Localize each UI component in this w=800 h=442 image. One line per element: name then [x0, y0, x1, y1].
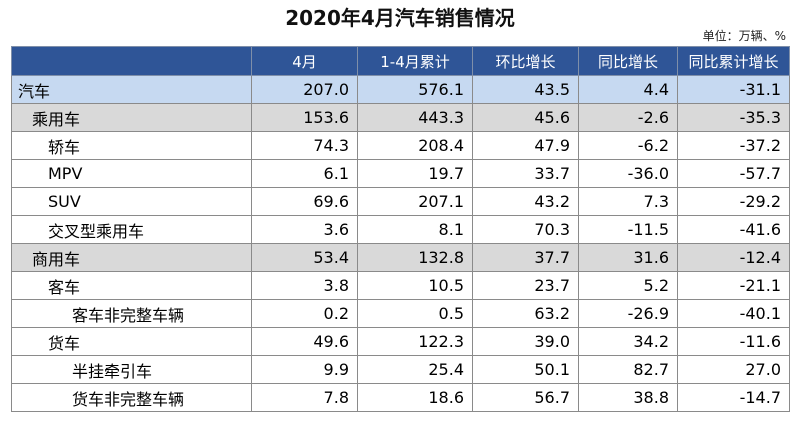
table-row: 汽车 207.0 576.1 43.5 4.4 -31.1 — [11, 75, 790, 104]
header-cell-yoy-cumulative-growth: 同比累计增长 — [677, 46, 790, 76]
april-value: 153.6 — [251, 103, 358, 132]
yoy-growth-value: -36.0 — [578, 159, 678, 188]
cumulative-value: 8.1 — [357, 215, 473, 244]
row-label: 汽车 — [11, 75, 252, 104]
yoy-cumulative-growth-value: -12.4 — [677, 243, 790, 272]
cumulative-value: 18.6 — [357, 383, 473, 412]
row-label: SUV — [11, 187, 252, 216]
mom-growth-value: 45.6 — [472, 103, 579, 132]
cumulative-value: 25.4 — [357, 355, 473, 384]
table-row: SUV 69.6 207.1 43.2 7.3 -29.2 — [11, 187, 790, 216]
table-row: MPV 6.1 19.7 33.7 -36.0 -57.7 — [11, 159, 790, 188]
table-row: 货车 49.6 122.3 39.0 34.2 -11.6 — [11, 327, 790, 356]
yoy-cumulative-growth-value: -14.7 — [677, 383, 790, 412]
mom-growth-value: 70.3 — [472, 215, 579, 244]
header-cell-jan-apr-cumulative: 1-4月累计 — [357, 46, 473, 76]
april-value: 9.9 — [251, 355, 358, 384]
yoy-cumulative-growth-value: -21.1 — [677, 271, 790, 300]
header-cell-yoy-growth: 同比增长 — [578, 46, 678, 76]
table-row: 轿车 74.3 208.4 47.9 -6.2 -37.2 — [11, 131, 790, 160]
table-row: 乘用车 153.6 443.3 45.6 -2.6 -35.3 — [11, 103, 790, 132]
cumulative-value: 443.3 — [357, 103, 473, 132]
yoy-cumulative-growth-value: -37.2 — [677, 131, 790, 160]
row-label: MPV — [11, 159, 252, 188]
row-label: 客车非完整车辆 — [11, 299, 252, 328]
header-cell-category — [11, 46, 252, 76]
table-row: 客车非完整车辆 0.2 0.5 63.2 -26.9 -40.1 — [11, 299, 790, 328]
mom-growth-value: 23.7 — [472, 271, 579, 300]
cumulative-value: 19.7 — [357, 159, 473, 188]
april-value: 7.8 — [251, 383, 358, 412]
header-cell-april: 4月 — [251, 46, 358, 76]
table-row: 客车 3.8 10.5 23.7 5.2 -21.1 — [11, 271, 790, 300]
page-title: 2020年4月汽车销售情况 — [285, 6, 515, 30]
yoy-growth-value: 7.3 — [578, 187, 678, 216]
header-cell-mom-growth: 环比增长 — [472, 46, 579, 76]
mom-growth-value: 37.7 — [472, 243, 579, 272]
table-row: 交叉型乘用车 3.6 8.1 70.3 -11.5 -41.6 — [11, 215, 790, 244]
yoy-cumulative-growth-value: -11.6 — [677, 327, 790, 356]
mom-growth-value: 56.7 — [472, 383, 579, 412]
yoy-growth-value: 4.4 — [578, 75, 678, 104]
table-body: 汽车 207.0 576.1 43.5 4.4 -31.1 乘用车 153.6 443.3 45.… — [11, 75, 790, 412]
yoy-cumulative-growth-value: -29.2 — [677, 187, 790, 216]
april-value: 0.2 — [251, 299, 358, 328]
yoy-growth-value: 34.2 — [578, 327, 678, 356]
row-label: 交叉型乘用车 — [11, 215, 252, 244]
april-value: 69.6 — [251, 187, 358, 216]
mom-growth-value: 33.7 — [472, 159, 579, 188]
yoy-cumulative-growth-value: -57.7 — [677, 159, 790, 188]
row-label: 轿车 — [11, 131, 252, 160]
mom-growth-value: 63.2 — [472, 299, 579, 328]
april-value: 3.6 — [251, 215, 358, 244]
cumulative-value: 122.3 — [357, 327, 473, 356]
mom-growth-value: 43.2 — [472, 187, 579, 216]
table-row: 商用车 53.4 132.8 37.7 31.6 -12.4 — [11, 243, 790, 272]
yoy-cumulative-growth-value: -41.6 — [677, 215, 790, 244]
april-value: 74.3 — [251, 131, 358, 160]
april-value: 49.6 — [251, 327, 358, 356]
row-label: 客车 — [11, 271, 252, 300]
row-label: 货车非完整车辆 — [11, 383, 252, 412]
cumulative-value: 576.1 — [357, 75, 473, 104]
row-label: 乘用车 — [11, 103, 252, 132]
yoy-growth-value: 38.8 — [578, 383, 678, 412]
mom-growth-value: 50.1 — [472, 355, 579, 384]
cumulative-value: 132.8 — [357, 243, 473, 272]
mom-growth-value: 39.0 — [472, 327, 579, 356]
unit-note: 单位：万辆、% — [702, 29, 786, 43]
cumulative-value: 0.5 — [357, 299, 473, 328]
yoy-growth-value: 5.2 — [578, 271, 678, 300]
yoy-cumulative-growth-value: -31.1 — [677, 75, 790, 104]
yoy-cumulative-growth-value: -40.1 — [677, 299, 790, 328]
mom-growth-value: 47.9 — [472, 131, 579, 160]
row-label: 半挂牵引车 — [11, 355, 252, 384]
april-value: 6.1 — [251, 159, 358, 188]
yoy-growth-value: -2.6 — [578, 103, 678, 132]
mom-growth-value: 43.5 — [472, 75, 579, 104]
yoy-cumulative-growth-value: -35.3 — [677, 103, 790, 132]
april-value: 207.0 — [251, 75, 358, 104]
cumulative-value: 207.1 — [357, 187, 473, 216]
april-value: 3.8 — [251, 271, 358, 300]
yoy-growth-value: -11.5 — [578, 215, 678, 244]
yoy-cumulative-growth-value: 27.0 — [677, 355, 790, 384]
yoy-growth-value: -26.9 — [578, 299, 678, 328]
yoy-growth-value: -6.2 — [578, 131, 678, 160]
april-value: 53.4 — [251, 243, 358, 272]
table-row: 半挂牵引车 9.9 25.4 50.1 82.7 27.0 — [11, 355, 790, 384]
row-label: 商用车 — [11, 243, 252, 272]
sales-table: 4月 1-4月累计 环比增长 同比增长 同比累计增长 汽车 207.0 576.1 4… — [11, 46, 790, 412]
row-label: 货车 — [11, 327, 252, 356]
cumulative-value: 10.5 — [357, 271, 473, 300]
table-row: 货车非完整车辆 7.8 18.6 56.7 38.8 -14.7 — [11, 383, 790, 412]
header-row: 4月 1-4月累计 环比增长 同比增长 同比累计增长 — [11, 46, 790, 76]
cumulative-value: 208.4 — [357, 131, 473, 160]
yoy-growth-value: 82.7 — [578, 355, 678, 384]
yoy-growth-value: 31.6 — [578, 243, 678, 272]
